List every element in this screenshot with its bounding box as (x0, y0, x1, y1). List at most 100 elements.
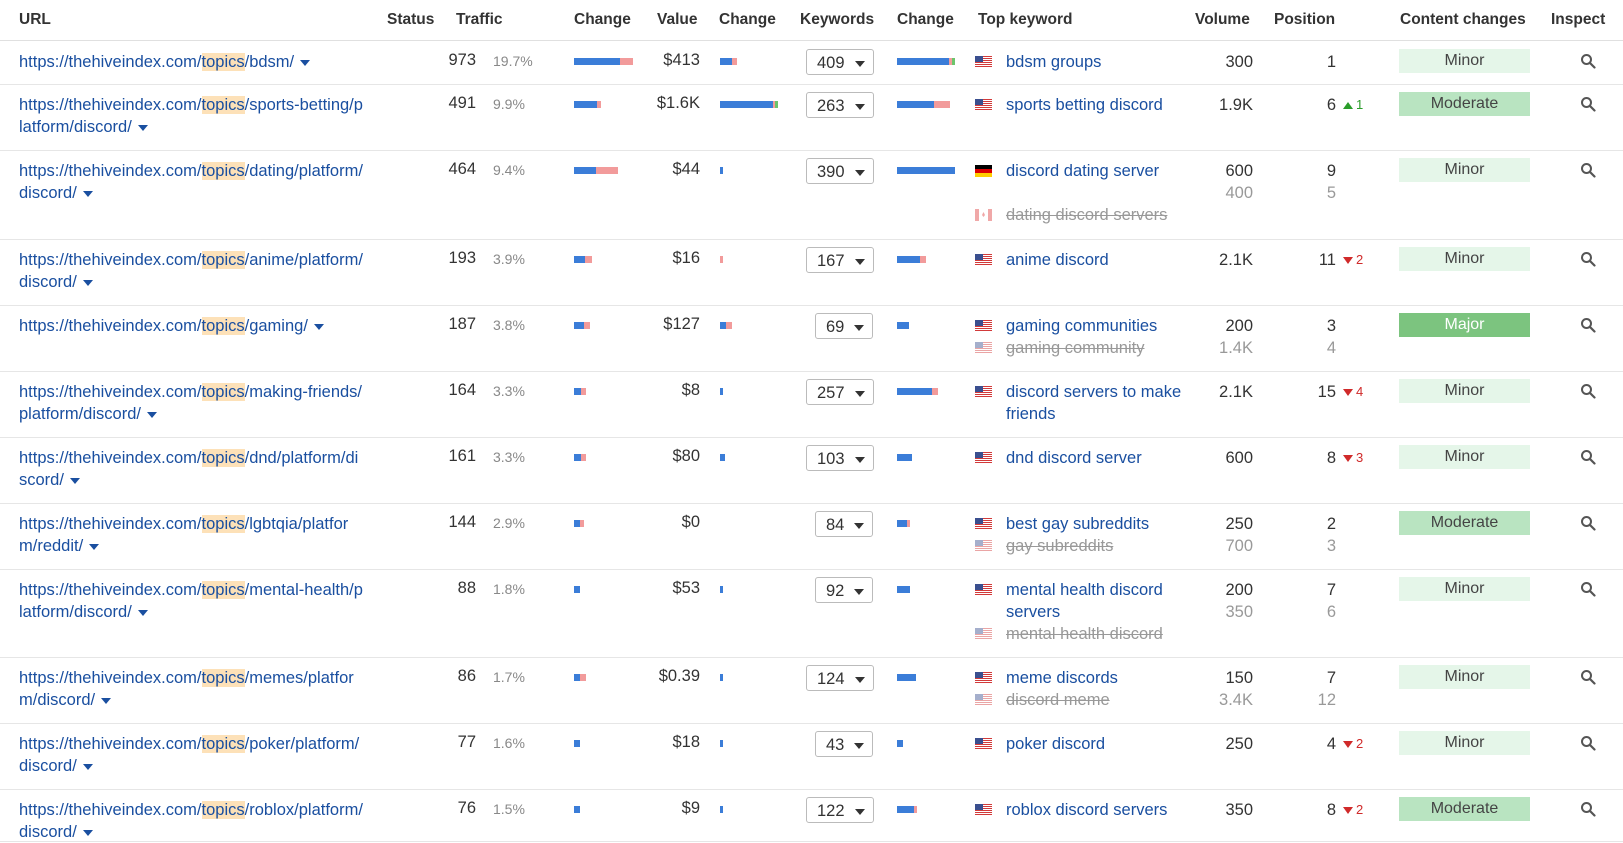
header-top-keyword[interactable]: Top keyword (978, 11, 1073, 28)
search-icon[interactable] (1580, 735, 1596, 751)
url-path[interactable]: /dnd/platform/discord/ (19, 449, 359, 489)
url-link[interactable]: https://thehiveindex.com/topics/sports-b… (19, 94, 364, 138)
header-traffic[interactable]: Traffic (456, 11, 503, 28)
url-link[interactable]: https://thehiveindex.com/topics/memes/pl… (19, 667, 364, 711)
url-path[interactable]: /gaming/ (244, 317, 308, 335)
url-highlight[interactable]: topics (201, 317, 245, 335)
url-path[interactable]: /sports-betting/platform/discord/ (19, 96, 363, 136)
url-highlight[interactable]: topics (201, 515, 245, 533)
url-dropdown-icon[interactable] (101, 697, 112, 704)
top-keyword-link[interactable]: discord servers to make friends (1006, 383, 1182, 423)
url-dropdown-icon[interactable] (82, 763, 93, 770)
url-highlight[interactable]: topics (201, 383, 245, 401)
search-icon[interactable] (1580, 96, 1596, 112)
top-keyword-link[interactable]: mental health discord servers (1006, 581, 1163, 621)
url-domain[interactable]: https://thehiveindex.com/ (19, 162, 202, 180)
search-icon[interactable] (1580, 162, 1596, 178)
keywords-dropdown[interactable]: 122 (806, 797, 874, 823)
url-domain[interactable]: https://thehiveindex.com/ (19, 317, 202, 335)
header-url[interactable]: URL (19, 11, 51, 28)
url-path[interactable]: /memes/platform/discord/ (19, 669, 354, 709)
header-keywords-change[interactable]: Change (897, 11, 954, 28)
url-domain[interactable]: https://thehiveindex.com/ (19, 669, 202, 687)
url-dropdown-icon[interactable] (300, 59, 311, 66)
url-link[interactable]: https://thehiveindex.com/topics/making-f… (19, 381, 364, 425)
url-highlight[interactable]: topics (201, 735, 245, 753)
url-path[interactable]: /roblox/platform/discord/ (19, 801, 363, 841)
url-highlight[interactable]: topics (201, 801, 245, 819)
search-icon[interactable] (1580, 801, 1596, 817)
keywords-dropdown[interactable]: 92 (815, 577, 874, 603)
url-domain[interactable]: https://thehiveindex.com/ (19, 515, 202, 533)
url-domain[interactable]: https://thehiveindex.com/ (19, 251, 202, 269)
url-highlight[interactable]: topics (201, 162, 245, 180)
url-path[interactable]: /poker/platform/discord/ (19, 735, 360, 775)
url-highlight[interactable]: topics (201, 581, 245, 599)
url-highlight[interactable]: topics (201, 53, 245, 71)
url-path[interactable]: /dating/platform/discord/ (19, 162, 363, 202)
url-link[interactable]: https://thehiveindex.com/topics/bdsm/ (19, 51, 364, 73)
url-highlight[interactable]: topics (201, 96, 245, 114)
top-keyword-link[interactable]: meme discords (1006, 669, 1118, 687)
url-domain[interactable]: https://thehiveindex.com/ (19, 53, 202, 71)
search-icon[interactable] (1580, 581, 1596, 597)
header-position[interactable]: Position (1274, 11, 1336, 28)
header-value-change[interactable]: Change (719, 11, 776, 28)
url-link[interactable]: https://thehiveindex.com/topics/roblox/p… (19, 799, 364, 843)
url-domain[interactable]: https://thehiveindex.com/ (19, 383, 202, 401)
url-dropdown-icon[interactable] (146, 411, 157, 418)
search-icon[interactable] (1580, 251, 1596, 267)
header-keywords[interactable]: Keywords (800, 11, 875, 28)
url-link[interactable]: https://thehiveindex.com/topics/mental-h… (19, 579, 364, 623)
search-icon[interactable] (1580, 515, 1596, 531)
keywords-dropdown[interactable]: 43 (815, 731, 874, 757)
keywords-dropdown[interactable]: 84 (815, 511, 874, 537)
top-keyword-link[interactable]: sports betting discord (1006, 96, 1163, 114)
top-keyword-link[interactable]: best gay subreddits (1006, 515, 1150, 533)
search-icon[interactable] (1580, 53, 1596, 69)
keywords-dropdown[interactable]: 167 (806, 247, 874, 273)
search-icon[interactable] (1580, 317, 1596, 333)
url-domain[interactable]: https://thehiveindex.com/ (19, 581, 202, 599)
url-domain[interactable]: https://thehiveindex.com/ (19, 96, 202, 114)
url-dropdown-icon[interactable] (137, 124, 148, 131)
search-icon[interactable] (1580, 669, 1596, 685)
url-dropdown-icon[interactable] (82, 829, 93, 836)
header-value[interactable]: Value (657, 11, 698, 28)
top-keyword-link[interactable]: bdsm groups (1006, 53, 1102, 71)
top-keyword-link[interactable]: discord dating server (1006, 162, 1160, 180)
header-volume[interactable]: Volume (1195, 11, 1250, 28)
url-dropdown-icon[interactable] (313, 323, 324, 330)
url-domain[interactable]: https://thehiveindex.com/ (19, 449, 202, 467)
url-highlight[interactable]: topics (201, 251, 245, 269)
url-dropdown-icon[interactable] (89, 543, 100, 550)
keywords-dropdown[interactable]: 124 (806, 665, 874, 691)
keywords-dropdown[interactable]: 257 (806, 379, 874, 405)
url-highlight[interactable]: topics (201, 449, 245, 467)
header-traffic-change[interactable]: Change (574, 11, 631, 28)
url-domain[interactable]: https://thehiveindex.com/ (19, 735, 202, 753)
url-domain[interactable]: https://thehiveindex.com/ (19, 801, 202, 819)
url-link[interactable]: https://thehiveindex.com/topics/dating/p… (19, 160, 364, 204)
url-dropdown-icon[interactable] (82, 190, 93, 197)
url-path[interactable]: /bdsm/ (244, 53, 295, 71)
url-link[interactable]: https://thehiveindex.com/topics/poker/pl… (19, 733, 364, 777)
url-path[interactable]: /mental-health/platform/discord/ (19, 581, 363, 621)
url-dropdown-icon[interactable] (69, 477, 80, 484)
url-link[interactable]: https://thehiveindex.com/topics/anime/pl… (19, 249, 364, 293)
url-link[interactable]: https://thehiveindex.com/topics/gaming/ (19, 315, 364, 337)
keywords-dropdown[interactable]: 390 (806, 158, 874, 184)
url-dropdown-icon[interactable] (82, 279, 93, 286)
top-keyword-link[interactable]: gaming communities (1006, 317, 1158, 335)
top-keyword-link[interactable]: poker discord (1006, 735, 1106, 753)
header-content-changes[interactable]: Content changes (1400, 11, 1526, 28)
url-path[interactable]: /lgbtqia/platform/reddit/ (19, 515, 349, 555)
url-highlight[interactable]: topics (201, 669, 245, 687)
keywords-dropdown[interactable]: 103 (806, 445, 874, 471)
url-link[interactable]: https://thehiveindex.com/topics/lgbtqia/… (19, 513, 364, 557)
top-keyword-link[interactable]: dnd discord server (1006, 449, 1142, 467)
url-path[interactable]: /making-friends/platform/discord/ (19, 383, 363, 423)
keywords-dropdown[interactable]: 409 (806, 49, 874, 75)
search-icon[interactable] (1580, 449, 1596, 465)
top-keyword-link[interactable]: roblox discord servers (1006, 801, 1168, 819)
